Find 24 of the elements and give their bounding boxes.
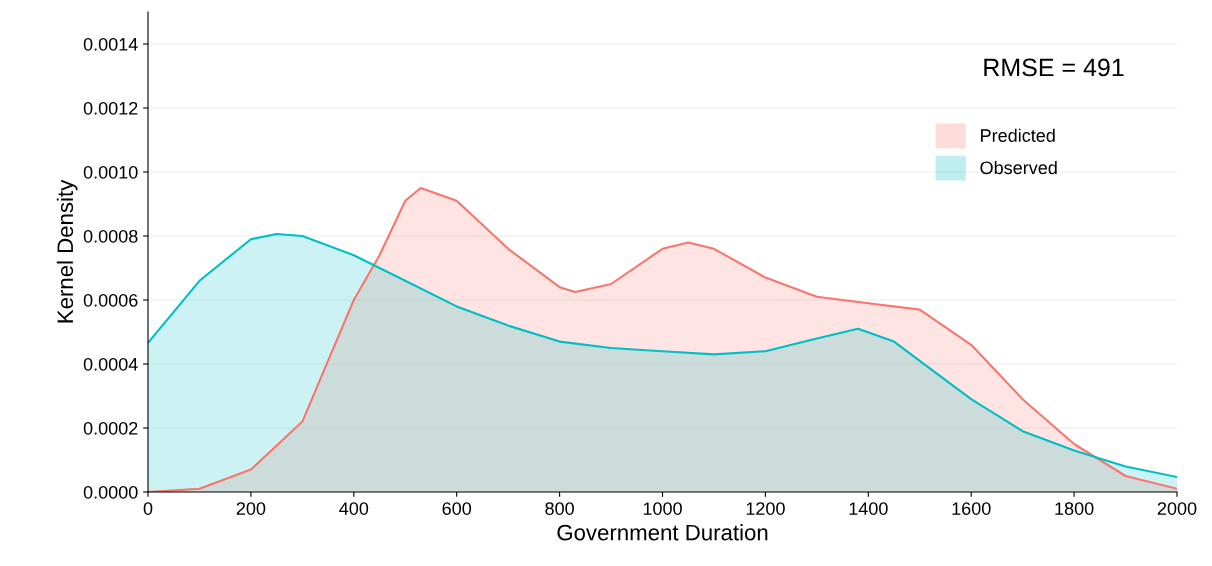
y-tick-label: 0.0010 (83, 165, 138, 179)
y-axis-title: Kernel Density (56, 179, 78, 323)
x-tick-label: 1200 (746, 502, 785, 515)
x-tick-label: 200 (236, 502, 266, 515)
y-tick-label: 0.0000 (83, 485, 138, 499)
x-tick-label: 1000 (643, 502, 682, 515)
y-tick-label: 0.0012 (83, 101, 138, 115)
x-tick-label: 1800 (1055, 502, 1094, 515)
annotation: RMSE = 491 (984, 58, 1124, 77)
x-tick-label: 800 (545, 502, 574, 515)
x-tick-label: 600 (442, 502, 472, 515)
y-tick-label: 0.0002 (83, 421, 138, 435)
x-tick-label: 1600 (952, 502, 991, 515)
x-tick-label: 0 (143, 502, 153, 515)
legend-label: Predicted (981, 128, 1055, 142)
x-tick-label: 2000 (1157, 502, 1197, 515)
y-tick-label: 0.0014 (83, 37, 138, 51)
legend-label: Observed (980, 160, 1057, 175)
x-axis-title: Government Duration (557, 524, 768, 541)
y-tick-label: 0.0004 (83, 357, 138, 371)
x-tick-label: 1400 (849, 502, 888, 515)
y-tick-label: 0.0006 (83, 293, 138, 307)
y-tick-label: 0.0008 (83, 229, 138, 243)
x-tick-label: 400 (339, 502, 369, 515)
